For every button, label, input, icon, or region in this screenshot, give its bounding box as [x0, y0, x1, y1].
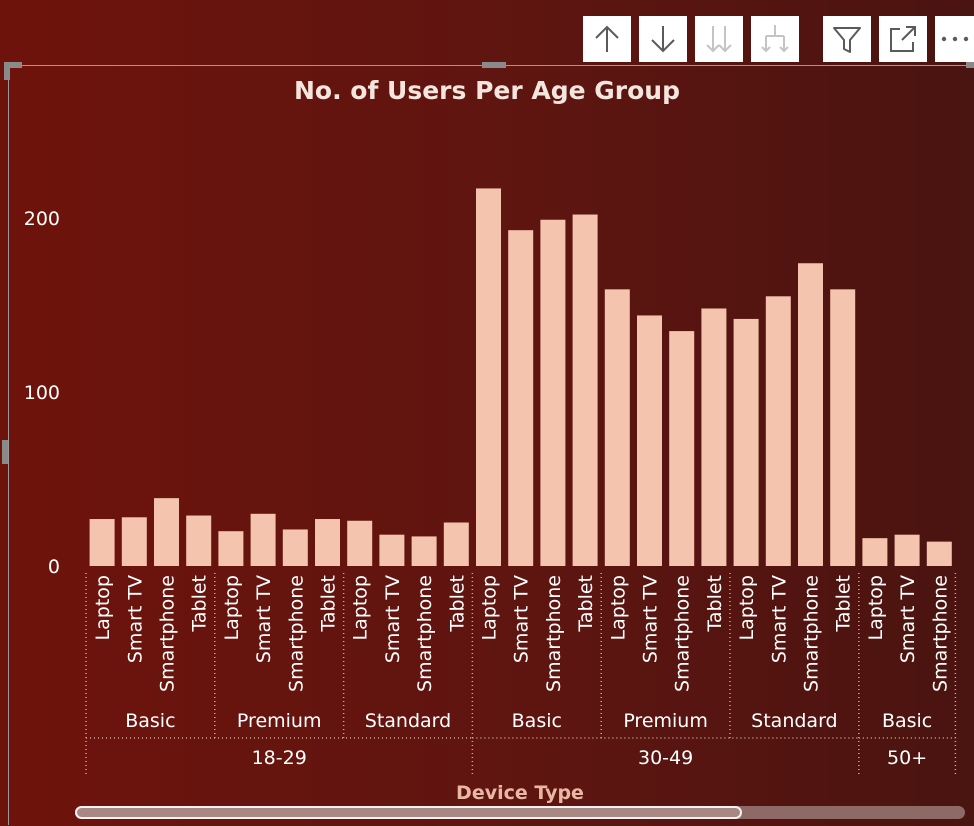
resize-handle-top-left-vertical[interactable]	[4, 62, 10, 80]
x-tick-label: Smartphone	[929, 575, 951, 692]
x-tick-label: Smart TV	[382, 575, 404, 663]
drill-up-arrow-icon	[595, 25, 619, 52]
drill-down-arrow-icon	[651, 26, 675, 53]
resize-handle-top[interactable]	[482, 62, 506, 68]
x-axis-title: Device Type	[456, 782, 584, 804]
bar[interactable]	[282, 529, 308, 566]
x-tick-label: Smartphone	[801, 575, 823, 692]
more-options-button[interactable]	[935, 16, 974, 62]
subgroup-label: Premium	[237, 710, 322, 732]
x-tick-label: Smart TV	[511, 575, 533, 663]
x-tick-label: Laptop	[479, 575, 501, 640]
x-tick-label: Laptop	[221, 575, 243, 640]
subgroup-label: Standard	[751, 710, 837, 732]
bar[interactable]	[894, 534, 920, 566]
subgroup-label: Basic	[512, 710, 562, 732]
focus-mode-button[interactable]	[879, 16, 927, 62]
bar[interactable]	[926, 541, 952, 566]
bar[interactable]	[121, 517, 147, 566]
x-tick-label: Smart TV	[640, 575, 662, 663]
x-tick-label: Smartphone	[543, 575, 565, 692]
expand-next-level-button[interactable]	[695, 16, 743, 62]
bar[interactable]	[765, 296, 791, 566]
bar[interactable]	[476, 188, 501, 567]
bar[interactable]	[637, 315, 662, 566]
x-tick-label: Tablet	[318, 575, 340, 633]
bar[interactable]	[862, 538, 888, 566]
x-tick-label: Smartphone	[157, 575, 179, 692]
subgroup-label: Basic	[882, 710, 932, 732]
resize-handle-top-right[interactable]	[966, 62, 974, 68]
scrollbar-thumb[interactable]	[75, 806, 742, 819]
x-tick-label: Smart TV	[768, 575, 790, 663]
bar[interactable]	[154, 498, 179, 566]
expand-hierarchy-button[interactable]	[751, 16, 799, 62]
y-tick-label: 100	[24, 382, 60, 404]
more-options-icon	[941, 36, 969, 42]
bar[interactable]	[701, 308, 727, 566]
drill-down-button[interactable]	[639, 16, 687, 62]
y-tick-label: 200	[24, 208, 60, 230]
filter-icon	[833, 27, 861, 53]
bar[interactable]	[411, 536, 437, 566]
bar[interactable]	[540, 219, 566, 567]
bar[interactable]	[315, 519, 340, 566]
bar[interactable]	[218, 531, 244, 566]
x-tick-label: Laptop	[865, 575, 887, 640]
x-tick-label: Laptop	[350, 575, 372, 640]
bar[interactable]	[798, 263, 823, 566]
x-tick-label: Tablet	[189, 575, 211, 633]
bar[interactable]	[250, 513, 276, 566]
bar[interactable]	[89, 519, 115, 566]
horizontal-scrollbar[interactable]	[75, 806, 965, 819]
bar[interactable]	[604, 289, 630, 566]
subgroup-label: Standard	[365, 710, 451, 732]
x-tick-label: Laptop	[92, 575, 114, 640]
subgroup-label: Premium	[623, 710, 708, 732]
chart-title: No. of Users Per Age Group	[293, 76, 681, 105]
x-tick-label: Smartphone	[414, 575, 436, 692]
bar[interactable]	[443, 522, 469, 567]
bar[interactable]	[733, 318, 759, 566]
x-tick-label: Smart TV	[253, 575, 275, 663]
expand-next-level-icon	[706, 26, 732, 53]
bar[interactable]	[508, 230, 534, 566]
x-tick-label: Smart TV	[124, 575, 146, 663]
x-tick-label: Tablet	[575, 575, 597, 633]
y-tick-label: 0	[48, 556, 60, 578]
subgroup-label: Basic	[125, 710, 175, 732]
bar[interactable]	[347, 520, 373, 566]
bars	[89, 188, 952, 567]
x-tick-label: Tablet	[833, 575, 855, 633]
group-label: 18-29	[252, 747, 307, 769]
bar[interactable]	[186, 515, 212, 566]
group-label: 30-49	[638, 747, 693, 769]
x-tick-label: Smart TV	[897, 575, 919, 663]
resize-handle-left[interactable]	[2, 440, 8, 464]
bar[interactable]	[379, 534, 405, 566]
x-tick-label: Laptop	[607, 575, 629, 640]
x-tick-label: Smartphone	[285, 575, 307, 692]
bar[interactable]	[572, 214, 598, 566]
x-tick-label: Tablet	[446, 575, 468, 633]
resize-handle-top-left[interactable]	[4, 62, 22, 68]
expand-hierarchy-icon	[761, 25, 789, 53]
bar[interactable]	[669, 331, 695, 566]
x-tick-label: Tablet	[704, 575, 726, 633]
x-axis: Laptop Smart TV Smartphone Tablet Basic Lapto…	[85, 573, 957, 776]
x-tick-label: Laptop	[736, 575, 758, 640]
y-axis: 0 100 200	[24, 208, 60, 578]
x-tick-label: Smartphone	[672, 575, 694, 692]
group-label: 50+	[887, 747, 927, 769]
filter-button[interactable]	[823, 16, 871, 62]
drill-up-button[interactable]	[583, 16, 631, 62]
focus-mode-icon	[890, 26, 916, 52]
bar[interactable]	[830, 289, 856, 566]
